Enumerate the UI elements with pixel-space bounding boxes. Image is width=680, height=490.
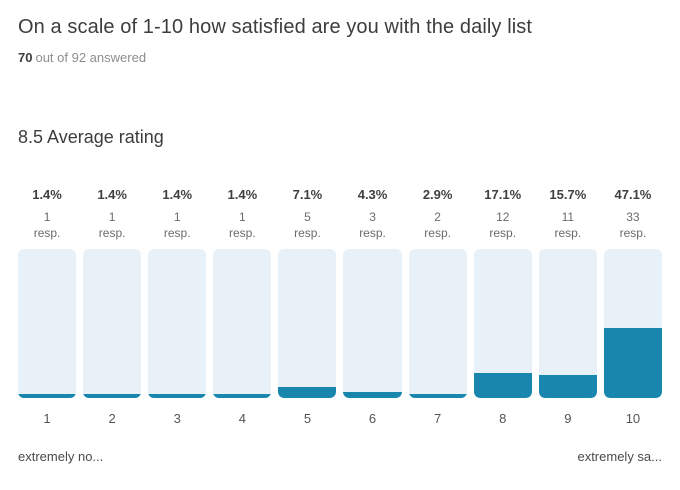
response-count: 33 [626, 210, 640, 224]
response-count: 5 [304, 210, 311, 224]
response-suffix: resp. [554, 226, 582, 240]
response-suffix: resp. [98, 226, 126, 240]
bar-fill [603, 327, 662, 398]
answered-count: 70 [18, 50, 33, 65]
response-count: 2 [434, 210, 441, 224]
bar-track [473, 249, 532, 398]
bar-track [603, 249, 662, 398]
response-count: 1 [173, 210, 181, 224]
response-suffix: resp. [359, 226, 386, 240]
scale-number: 8 [499, 411, 507, 426]
percent-label: 15.7% [549, 187, 587, 202]
response-count: 12 [496, 210, 510, 224]
percent-label: 7.1% [292, 187, 323, 202]
bar-track [408, 249, 467, 398]
percent-label: 17.1% [484, 187, 522, 202]
bar-fill [473, 372, 532, 398]
scale-number: 3 [173, 411, 181, 426]
bar-fill [538, 374, 597, 398]
bar-fill [408, 393, 467, 398]
bar-track [278, 249, 337, 398]
bar-track [148, 249, 207, 398]
response-count: 1 [43, 210, 51, 224]
rating-column-5: 7.1% 5 resp. 5 [278, 187, 337, 427]
response-count: 1 [239, 210, 246, 224]
rating-column-8: 17.1% 12 resp. 8 [473, 187, 532, 427]
bar-fill [83, 394, 142, 398]
bar-fill [148, 394, 207, 398]
percent-label: 1.4% [227, 187, 258, 202]
percent-label: 1.4% [162, 187, 193, 202]
scale-number: 5 [303, 411, 312, 426]
bar-fill [213, 394, 272, 398]
bar-track [343, 249, 402, 398]
percent-label: 1.4% [32, 187, 62, 202]
response-count: 1 [108, 210, 116, 224]
scale-number: 6 [368, 411, 377, 426]
x-axis-max-label: extremely sa... [577, 449, 662, 464]
x-axis-min-label: extremely no... [18, 449, 104, 464]
bar-track [213, 249, 272, 398]
answered-rest: out of 92 answered [35, 50, 147, 65]
rating-bar-chart: 1.4% 1 resp. 1 1.4% 1 resp. 2 1.4% 1 resp. 3 1.4% 1 re… [18, 187, 662, 465]
scale-number: 2 [108, 411, 116, 426]
scale-number: 9 [564, 411, 572, 426]
bar-fill [343, 391, 402, 398]
question-title: On a scale of 1-10 how satisfied are you… [18, 16, 533, 38]
percent-label: 47.1% [614, 187, 652, 202]
response-suffix: resp. [163, 226, 191, 240]
rating-column-6: 4.3% 3 resp. 6 [343, 187, 402, 427]
rating-column-4: 1.4% 1 resp. 4 [213, 187, 272, 427]
response-suffix: resp. [33, 226, 61, 240]
bar-track [538, 249, 597, 398]
percent-label: 2.9% [422, 187, 453, 202]
average-rating: 8.5 Average rating [18, 127, 164, 147]
response-count: 3 [369, 210, 376, 224]
scale-number: 1 [43, 411, 51, 426]
scale-number: 4 [238, 411, 246, 426]
rating-column-9: 15.7% 11 resp. 9 [538, 187, 597, 427]
scale-number: 7 [434, 411, 442, 426]
bar-fill [18, 394, 77, 398]
response-suffix: resp. [294, 226, 321, 240]
rating-column-1: 1.4% 1 resp. 1 [18, 187, 77, 427]
rating-column-7: 2.9% 2 resp. 7 [408, 187, 467, 427]
response-count: 11 [561, 210, 575, 224]
percent-label: 1.4% [97, 187, 127, 202]
rating-column-10: 47.1% 33 resp. 10 [603, 187, 662, 427]
percent-label: 4.3% [357, 187, 388, 202]
bar-fill [278, 387, 337, 398]
response-suffix: resp. [229, 226, 256, 240]
response-suffix: resp. [424, 226, 451, 240]
scale-end-labels: extremely no... extremely sa... [18, 449, 662, 465]
rating-column-3: 1.4% 1 resp. 3 [148, 187, 207, 427]
response-suffix: resp. [619, 226, 647, 240]
bar-track [83, 249, 142, 398]
bar-columns: 1.4% 1 resp. 1 1.4% 1 resp. 2 1.4% 1 resp. 3 1.4% 1 re… [18, 187, 662, 427]
answered-summary: 70 out of 92 answered [18, 50, 662, 66]
scale-number: 10 [625, 411, 641, 426]
response-suffix: resp. [489, 226, 517, 240]
bar-track [18, 249, 77, 398]
rating-column-2: 1.4% 1 resp. 2 [83, 187, 142, 427]
